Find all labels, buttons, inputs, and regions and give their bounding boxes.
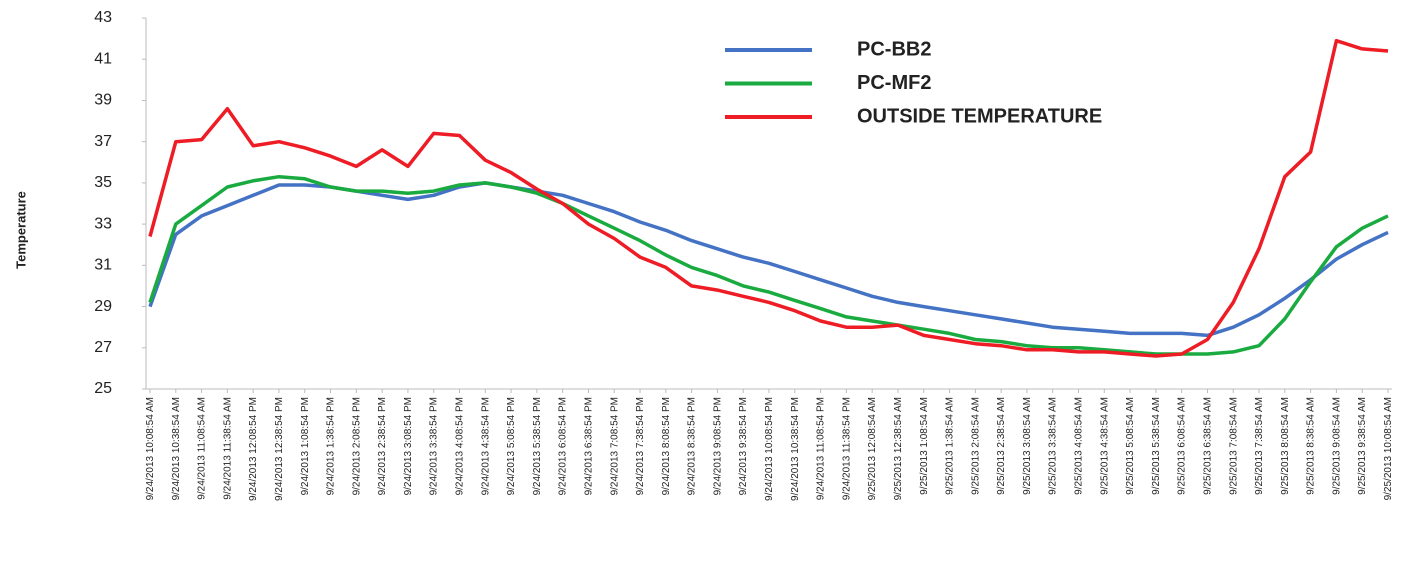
legend-label: PC-MF2 xyxy=(857,72,931,94)
y-tick-label: 41 xyxy=(94,50,112,67)
x-tick-label: 9/24/2013 10:08:54 PM xyxy=(764,397,775,501)
y-tick-label: 35 xyxy=(94,174,112,191)
x-tick-label: 9/24/2013 11:38:54 PM xyxy=(841,397,852,500)
x-tick-label: 9/25/2013 9:38:54 AM xyxy=(1357,397,1368,495)
x-tick-label: 9/25/2013 1:08:54 AM xyxy=(919,397,930,495)
x-tick-label: 9/24/2013 3:08:54 PM xyxy=(403,397,414,495)
x-tick-label: 9/25/2013 12:08:54 AM xyxy=(867,397,878,500)
x-tick-label: 9/24/2013 12:08:54 PM xyxy=(248,397,259,501)
x-tick-label: 9/25/2013 6:38:54 AM xyxy=(1202,397,1213,495)
series-line xyxy=(148,174,1389,356)
x-tick-label: 9/25/2013 2:08:54 AM xyxy=(970,397,981,495)
x-tick-label: 9/24/2013 4:38:54 PM xyxy=(480,397,491,495)
legend-label: PC-BB2 xyxy=(857,38,931,60)
x-tick-label: 9/24/2013 9:38:54 PM xyxy=(738,397,749,495)
x-tick-label: 9/24/2013 9:08:54 PM xyxy=(712,397,723,495)
x-tick-label: 9/25/2013 1:38:54 AM xyxy=(945,397,956,495)
x-tick-label: 9/24/2013 6:38:54 PM xyxy=(583,397,594,495)
x-tick-label: 9/24/2013 4:08:54 PM xyxy=(455,397,466,495)
x-tick-label: 9/25/2013 7:38:54 AM xyxy=(1254,397,1265,495)
x-tick-label: 9/24/2013 6:08:54 PM xyxy=(558,397,569,495)
y-axis-label: Temperature xyxy=(13,191,28,269)
x-tick-label: 9/25/2013 5:08:54 AM xyxy=(1125,397,1136,495)
x-tick-label: 9/25/2013 4:08:54 AM xyxy=(1074,397,1085,495)
x-tick-label: 9/24/2013 11:38:54 AM xyxy=(222,397,233,500)
legend-label: OUTSIDE TEMPERATURE xyxy=(857,105,1102,127)
x-tick-label: 9/24/2013 1:38:54 PM xyxy=(326,397,337,495)
y-tick-label: 29 xyxy=(94,298,112,315)
y-tick-label: 25 xyxy=(94,380,112,397)
y-tick-label: 33 xyxy=(94,215,112,232)
x-tick-label: 9/25/2013 9:08:54 AM xyxy=(1331,397,1342,495)
x-tick-label: 9/24/2013 5:08:54 PM xyxy=(506,397,517,495)
x-tick-label: 9/24/2013 8:38:54 PM xyxy=(687,397,698,495)
x-tick-label: 9/24/2013 5:38:54 PM xyxy=(532,397,543,495)
x-tick-label: 9/25/2013 8:38:54 AM xyxy=(1306,397,1317,495)
x-tick-label: 9/24/2013 10:08:54 AM xyxy=(145,397,156,500)
y-tick-label: 43 xyxy=(94,9,112,26)
x-tick-label: 9/24/2013 3:38:54 PM xyxy=(429,397,440,495)
x-tick-label: 9/24/2013 10:38:54 AM xyxy=(171,397,182,500)
x-tick-label: 9/25/2013 4:38:54 AM xyxy=(1099,397,1110,495)
x-tick-label: 9/24/2013 1:08:54 PM xyxy=(300,397,311,495)
x-tick-label: 9/24/2013 7:38:54 PM xyxy=(635,397,646,495)
x-tick-label: 9/24/2013 2:08:54 PM xyxy=(351,397,362,495)
y-tick-label: 31 xyxy=(94,257,112,274)
y-tick-label: 27 xyxy=(94,339,112,356)
x-tick-label: 9/24/2013 8:08:54 PM xyxy=(661,397,672,495)
x-tick-label: 9/24/2013 11:08:54 AM xyxy=(197,397,208,500)
x-tick-label: 9/25/2013 8:08:54 AM xyxy=(1280,397,1291,495)
x-tick-label: 9/25/2013 3:08:54 AM xyxy=(1022,397,1033,495)
x-tick-label: 9/25/2013 12:38:54 AM xyxy=(893,397,904,500)
x-tick-label: 9/25/2013 10:08:54 AM xyxy=(1383,397,1394,500)
y-tick-label: 37 xyxy=(94,133,112,150)
x-tick-label: 9/24/2013 11:08:54 PM xyxy=(816,397,827,500)
x-tick-label: 9/24/2013 2:38:54 PM xyxy=(377,397,388,495)
x-tick-label: 9/24/2013 12:38:54 PM xyxy=(274,397,285,501)
series-line xyxy=(148,181,1389,338)
series-line xyxy=(148,38,1389,358)
y-tick-label: 39 xyxy=(94,92,112,109)
x-tick-label: 9/25/2013 3:38:54 AM xyxy=(1048,397,1059,495)
x-tick-label: 9/25/2013 7:08:54 AM xyxy=(1228,397,1239,495)
x-tick-label: 9/25/2013 6:08:54 AM xyxy=(1177,397,1188,495)
x-tick-label: 9/24/2013 10:38:54 PM xyxy=(790,397,801,501)
x-tick-label: 9/24/2013 7:08:54 PM xyxy=(609,397,620,495)
x-tick-label: 9/25/2013 2:38:54 AM xyxy=(996,397,1007,495)
x-tick-label: 9/25/2013 5:38:54 AM xyxy=(1151,397,1162,495)
